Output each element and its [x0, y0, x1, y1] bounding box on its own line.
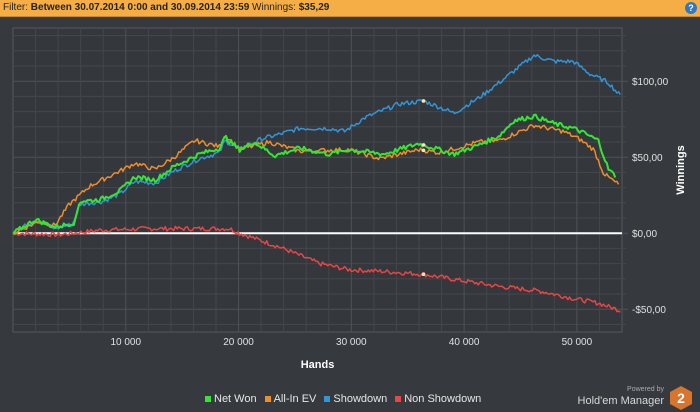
legend-swatch: [205, 396, 211, 402]
legend-item[interactable]: Non Showdown: [395, 393, 481, 405]
y-tick-label: $0,00: [632, 229, 657, 240]
legend-label: Net Won: [214, 393, 257, 405]
legend-swatch: [324, 396, 331, 402]
legend-label: Showdown: [333, 393, 388, 405]
hover-marker: [421, 99, 426, 103]
chart-legend: Net Won All-In EV Showdown Non Showdown: [205, 393, 481, 405]
x-tick-label: 40 000: [449, 337, 480, 348]
y-axis-title: Winnings: [675, 145, 687, 194]
legend-swatch: [395, 396, 402, 402]
help-icon[interactable]: ?: [685, 2, 697, 14]
hover-marker: [421, 148, 426, 153]
svg-text:2: 2: [677, 390, 685, 406]
winnings-label: Winnings:: [252, 2, 296, 13]
x-axis-title: Hands: [301, 359, 335, 371]
powered-by: Powered by: [627, 386, 664, 393]
filter-bar: Filter: Between 30.07.2014 0:00 and 30.0…: [0, 0, 700, 17]
y-tick-label: -$50,00: [632, 305, 666, 316]
series-line-net-won: [12, 113, 617, 234]
filter-label: Filter:: [3, 2, 28, 13]
y-tick-label: $50,00: [632, 153, 663, 164]
series-line-non-showdown: [12, 225, 621, 313]
winnings-chart: 10 000 20 000 30 000 40 000 50 000 $100,00 $50…: [12, 27, 687, 371]
hover-marker: [421, 272, 426, 277]
product-name: Hold'em Manager: [577, 395, 664, 407]
legend-label: Non Showdown: [404, 393, 482, 405]
series-line-all-in-ev: [12, 124, 620, 236]
legend-label: All-In EV: [273, 393, 317, 405]
y-tick-label: $100,00: [632, 77, 669, 88]
hover-marker: [421, 143, 426, 147]
plot-area: [12, 27, 623, 333]
legend-item[interactable]: Net Won: [205, 393, 257, 405]
filter-range: Between 30.07.2014 0:00 and 30.09.2014 2…: [30, 2, 250, 13]
winnings-value: $35,29: [298, 2, 330, 13]
x-tick-label: 50 000: [562, 337, 593, 348]
legend-item[interactable]: All-In EV: [264, 393, 317, 405]
x-tick-label: 10 000: [110, 337, 141, 348]
x-tick-label: 20 000: [223, 337, 254, 348]
legend-swatch: [264, 396, 271, 402]
hm2-logo-icon: 2: [670, 386, 692, 410]
legend-item[interactable]: Showdown: [324, 393, 387, 405]
x-tick-label: 30 000: [336, 337, 367, 348]
